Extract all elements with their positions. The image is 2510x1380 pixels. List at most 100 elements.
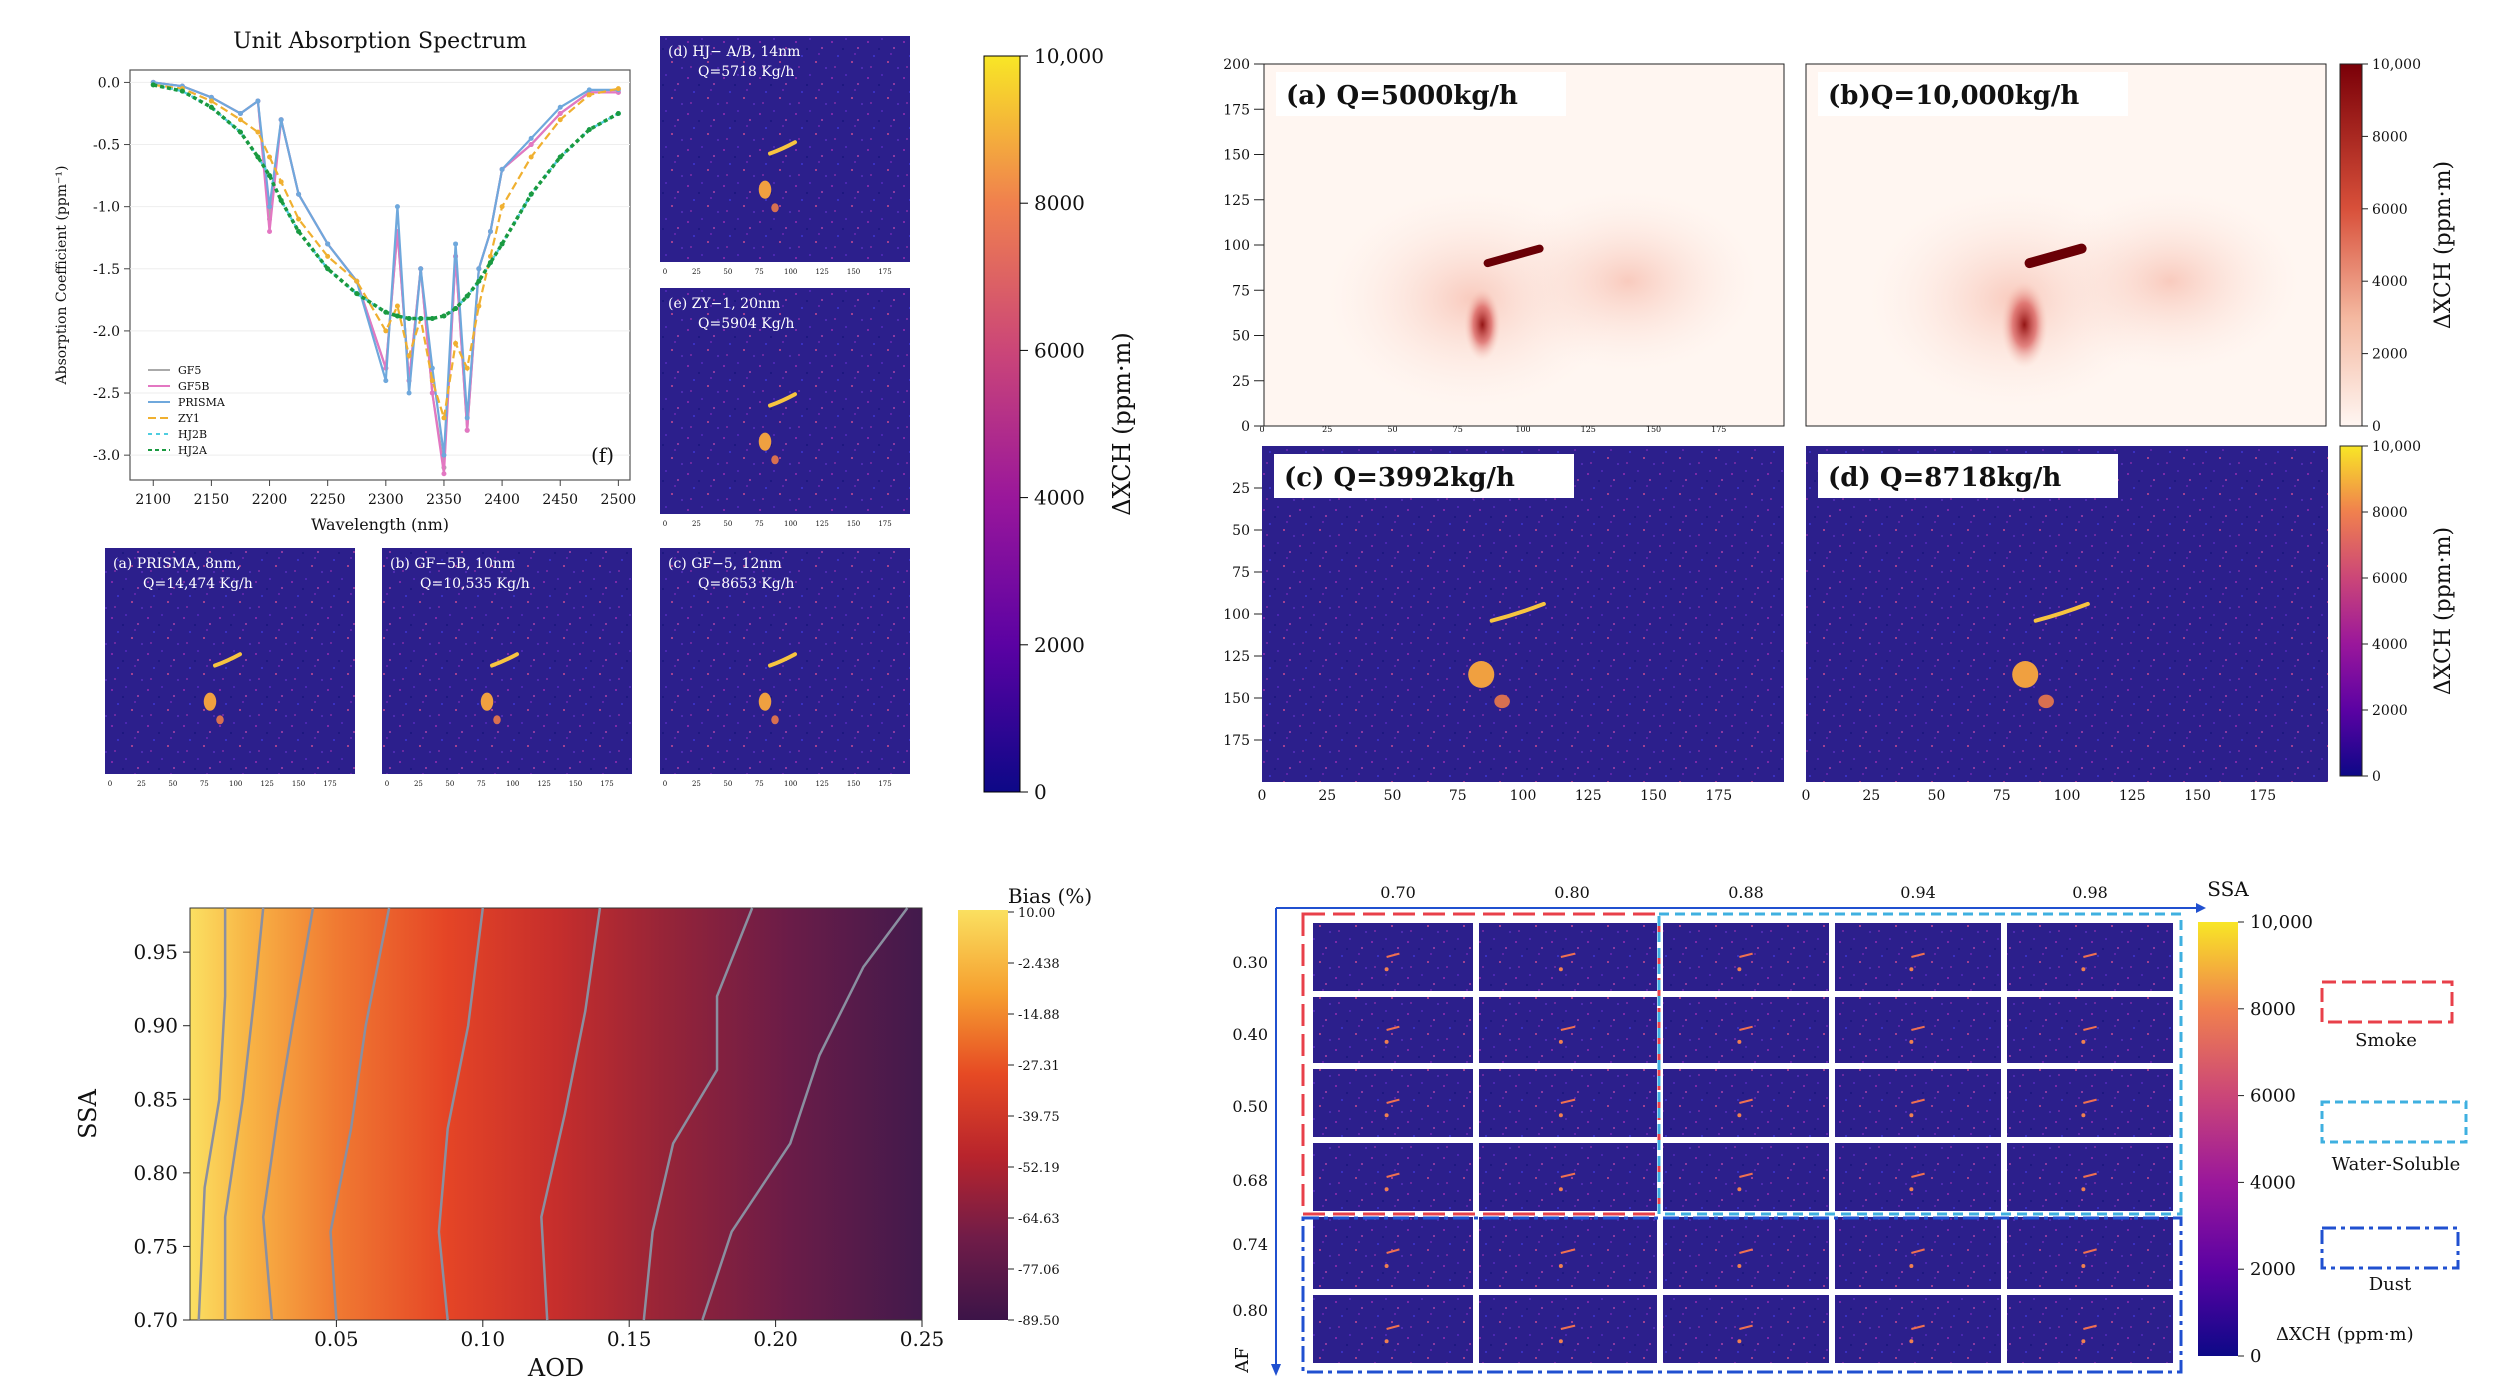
xtick-label: 50 [1928,788,1946,804]
spectrum-point [296,191,302,197]
cell-plume-dot [1384,967,1389,972]
smoke-group-box [1301,912,1661,1216]
spectrum-point [464,427,470,433]
thumb-tick: 75 [755,780,764,788]
ytick-label: 0.95 [133,940,178,964]
cell-plume [1386,1324,1400,1330]
cell-bg [1313,923,1473,991]
thumb-tick: 125 [537,780,550,788]
cell-bg [1835,997,2001,1063]
cell-plume-dot [2081,967,2086,972]
cell-plume [1739,1172,1753,1178]
legend-entry: GF5 [178,364,201,377]
spectrum-point [487,260,493,266]
cell-plume [1386,1248,1400,1254]
spectrum-point [557,104,563,110]
cell-plume [1739,1025,1753,1031]
colorbar-tick-label: 2000 [1034,633,1085,657]
thumb-q: Q=8653 Kg/h [698,576,794,592]
top-tick-label: 0.88 [1728,883,1764,902]
xtick-label: 175 [2249,788,2276,804]
grid-cell [2007,923,2173,991]
spectrum-point [586,127,592,133]
thumb-tick: 175 [878,520,891,528]
spectrum-point [418,315,424,321]
grid-cell [1663,1143,1829,1211]
ytick-label: 100 [1223,238,1250,254]
spectrum-point [278,197,284,203]
colorbar-tick-label: -89.50 [1018,1314,1060,1329]
colorbar: 10,000 8000 6000 4000 2000 0 ΔXCH (ppm·m) [2339,439,2456,785]
spectrum-chart: Unit Absorption Spectrum 2100 2150 2200 2250… [54,29,636,534]
cell-plume [1911,952,1925,958]
plume-streak [768,392,797,408]
spectrum-ylabel: Absorption Coefficient (ppm⁻¹) [54,165,70,385]
xtick-label: 150 [1646,425,1661,434]
thumb-tick: 75 [477,780,486,788]
colorbar-tick-label: 6000 [2372,571,2408,587]
grid-cell [1313,1295,1473,1363]
thumb-tick: 25 [692,780,701,788]
thumb-title: (b) GF−5B, 10nm [390,556,515,572]
spectrum-point [255,129,261,135]
spectrum-point [429,315,435,321]
contour-line [261,907,315,1321]
thumb-tick: 100 [229,780,242,788]
ytick-label: 0 [1241,419,1250,435]
spectrum-ytick-label: -0.5 [93,138,120,154]
grid-cell [1313,1217,1473,1289]
plume-blob [771,455,779,465]
spectrum-title: Unit Absorption Spectrum [233,29,527,54]
colorbar-tick-label: 0 [2372,419,2381,435]
grid-cell [2007,1069,2173,1137]
spectrum-point [255,98,261,104]
plume-blob [203,692,217,711]
spectrum-ytick-label: -1.5 [93,262,120,278]
noise-bg [1806,446,2328,782]
left-tick-label: 0.68 [1232,1171,1268,1190]
top-right-axes: 200 175 150 125 100 75 50 25 0 25 50 75 100 125 150 175… [1223,57,2276,804]
legend-entry: HJ2B [178,428,207,441]
colorbar-gradient [2339,63,2363,427]
colorbar-tick-label: -27.31 [1018,1059,1060,1074]
legend-swatch-water [2320,1100,2468,1144]
ytick-label: 75 [1232,565,1250,581]
colorbar-tick-label: 2000 [2250,1259,2296,1280]
cell-plume [1739,1324,1753,1330]
heatmap-xlabel: AOD [527,1354,584,1380]
cell-plume-dot [1737,967,1742,972]
colorbar-tick-label: 2000 [2372,347,2408,363]
ytick-label: 200 [1223,57,1250,73]
ytick-label: 75 [1232,283,1250,299]
plume-streak [490,652,519,668]
grid-cell [1663,1295,1829,1363]
ytick-label: 100 [1223,607,1250,623]
cell-plume-dot [1909,1113,1914,1118]
thumb-tick: 25 [137,780,146,788]
colorbar-tick-label: 2000 [2372,703,2408,719]
colorbar-label: ΔXCH (ppm·m) [2431,161,2456,329]
colorbar-gradient [2198,922,2238,1356]
spectrum-point [237,110,243,116]
colorbar-tick-label: 4000 [1034,486,1085,510]
cell-bg [1835,1217,2001,1289]
thumb-tick: 100 [784,780,797,788]
plume-streak [2033,601,2090,623]
thumb-tick: 50 [168,780,177,788]
grid-cell [2007,1295,2173,1363]
thumb-plot: (e) ZY−1, 20nm Q=5904 Kg/h 0 25 50 75 100 125 15… [660,288,910,528]
spectrum-xtick-label: 2500 [601,492,637,508]
thumb-q: Q=10,535 Kg/h [420,576,530,592]
cell-plume [1386,952,1400,958]
spectrum-ytick-label: -2.5 [93,386,120,402]
grid-cell [1835,1069,2001,1137]
cell-plume [1560,1025,1576,1031]
thumb-tick: 0 [663,268,667,276]
spectrum-point [406,315,412,321]
thumb-tick: 50 [445,780,454,788]
title-box [1274,454,1574,498]
xtick-label: 0 [1258,788,1267,804]
cell-plume-dot [1384,1113,1389,1118]
colorbar-tick-label: -2.438 [1018,957,1060,972]
thumb-tick: 0 [663,780,667,788]
